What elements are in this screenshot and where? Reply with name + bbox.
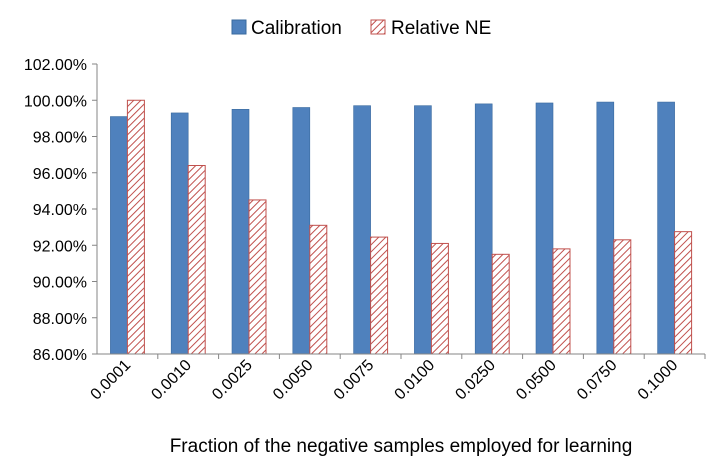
bar-relative-ne-0.0100	[430, 242, 449, 355]
x-tick-label: 0.0750	[574, 357, 621, 404]
y-tick-label: 94.00%	[33, 202, 87, 219]
x-tick-label: 0.0075	[331, 357, 378, 404]
x-tick-label: 0.0250	[452, 357, 499, 404]
bar-relative-ne-0.0500	[552, 248, 571, 355]
y-axis-tick-labels: 86.00% 88.00% 90.00% 92.00% 94.00% 96.00% 98.0…	[24, 57, 97, 364]
bar-calibration-0.0075	[353, 105, 371, 355]
bar-relative-ne-0.0001	[126, 99, 145, 355]
bar-calibration-0.0025	[231, 109, 250, 355]
bar-calibration-0.0500	[535, 102, 554, 355]
bar-relative-ne-0.1000	[674, 231, 693, 355]
y-tick-label: 96.00%	[33, 166, 87, 183]
x-axis-tick-labels: 0.0001 0.0010 0.0025 0.0050 0.0075 0.0100 0.02…	[88, 354, 706, 404]
bar-relative-ne-0.0075	[370, 236, 389, 355]
x-tick-label: 0.0050	[270, 357, 317, 404]
bar-calibration-0.0001	[110, 116, 128, 355]
x-tick-label: 0.0100	[392, 357, 439, 404]
legend-swatch-calibration	[231, 19, 247, 35]
y-tick-label: 98.00%	[33, 130, 87, 147]
legend-swatch-relative-ne	[370, 19, 386, 35]
bar-relative-ne-0.0050	[309, 224, 328, 355]
x-tick-label: 0.0001	[88, 357, 135, 404]
bar-relative-ne-0.0010	[187, 165, 206, 355]
bar-calibration-0.1000	[657, 101, 675, 355]
y-tick-label: 88.00%	[33, 311, 87, 328]
bar-relative-ne-0.0750	[613, 239, 632, 355]
y-tick-label: 90.00%	[33, 275, 87, 292]
legend: Calibration Relative NE	[231, 18, 491, 39]
bar-calibration-0.0250	[474, 103, 493, 355]
legend-label-relative-ne: Relative NE	[391, 18, 491, 39]
bar-calibration-0.0010	[170, 112, 189, 355]
y-tick-label: 100.00%	[24, 93, 87, 110]
bar-relative-ne-0.0025	[248, 199, 267, 355]
x-tick-label: 0.1000	[635, 357, 682, 404]
x-tick-label: 0.0500	[513, 357, 560, 404]
y-tick-label: 102.00%	[24, 57, 87, 74]
y-tick-label: 92.00%	[33, 238, 87, 255]
y-tick-label: 86.00%	[33, 347, 87, 364]
x-tick-label: 0.0025	[209, 357, 256, 404]
bar-relative-ne-0.0250	[491, 253, 510, 355]
legend-label-calibration: Calibration	[251, 18, 342, 39]
x-axis-title: Fraction of the negative samples employe…	[170, 436, 633, 457]
bar-calibration-0.0750	[596, 101, 615, 355]
bar-calibration-0.0100	[414, 105, 432, 355]
x-tick-label: 0.0010	[148, 357, 195, 404]
bars	[110, 99, 693, 355]
bar-calibration-0.0050	[292, 107, 311, 355]
